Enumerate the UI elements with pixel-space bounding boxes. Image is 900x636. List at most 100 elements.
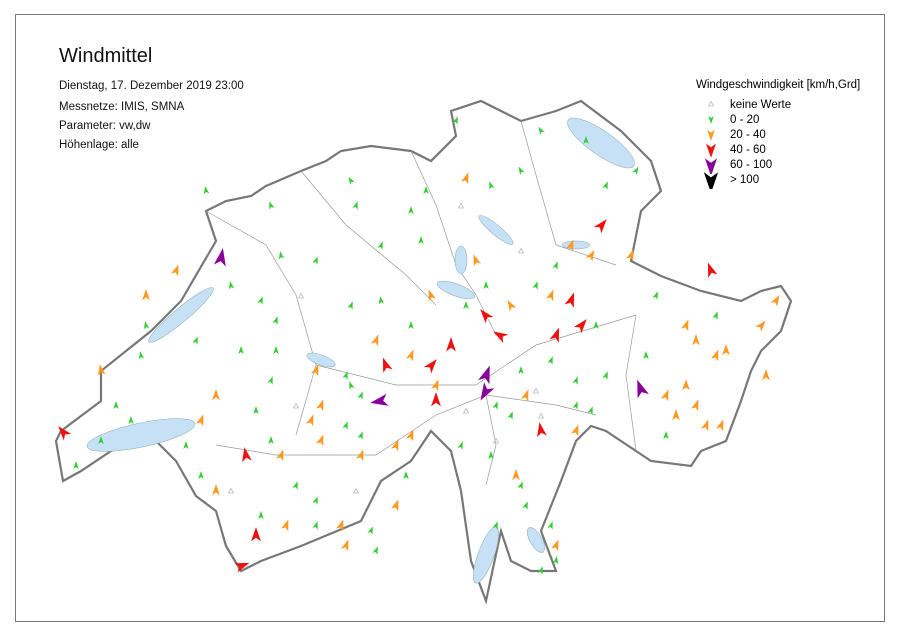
wind-arrow [128, 416, 134, 424]
wind-arrow [315, 434, 324, 447]
wind-arrow [251, 527, 261, 542]
lake [148, 287, 214, 343]
wind-arrow [473, 254, 482, 267]
wind-arrow [518, 166, 525, 175]
wind-arrow [238, 346, 244, 354]
no-data-marker [352, 487, 360, 494]
wind-arrow [460, 172, 469, 185]
wind-arrow [602, 181, 608, 190]
wind-arrow [446, 337, 456, 352]
no-data-marker [532, 387, 540, 394]
date-text: Dienstag, 17. Dezember 2019 23:00 [59, 80, 244, 92]
wind-arrow [423, 359, 437, 374]
wind-arrow [722, 344, 730, 356]
wind-arrow [349, 381, 355, 390]
wind-arrow [195, 414, 204, 427]
wind-arrow-icon [696, 156, 726, 174]
legend-item: 0 - 20 [696, 112, 860, 127]
country-border [54, 99, 793, 605]
canton-border [520, 120, 617, 266]
lake [527, 527, 545, 553]
wind-arrow [342, 371, 348, 380]
wind-arrow [280, 519, 289, 532]
wind-arrow [234, 562, 250, 573]
wind-arrow [355, 449, 364, 462]
wind-arrow [672, 409, 680, 421]
wind-arrow [423, 186, 429, 194]
canton-border [625, 314, 637, 452]
legend: Windgeschwindigkeit [km/h,Grd] keine Wer… [696, 79, 860, 189]
wind-arrow [512, 469, 520, 481]
lake [436, 280, 476, 300]
wind-arrow [275, 449, 284, 462]
wind-arrow [532, 281, 538, 290]
wind-arrow [212, 484, 220, 496]
no-data-marker [517, 247, 525, 254]
wind-arrow [382, 357, 393, 373]
wind-arrow [507, 411, 513, 420]
wind-arrow [625, 249, 634, 262]
wind-arrow [538, 126, 545, 135]
wind-arrow [269, 201, 275, 210]
wind-arrow [552, 556, 559, 565]
wind-arrow [700, 419, 709, 432]
wind-arrow [478, 365, 490, 385]
legend-item: 60 - 100 [696, 156, 860, 174]
wind-arrow [213, 248, 226, 267]
wind-arrow [564, 292, 575, 308]
wind-arrow [340, 539, 349, 552]
wind-arrow [452, 116, 458, 125]
wind-arrow [228, 281, 235, 290]
legend-label: keine Werte [730, 98, 792, 111]
canton-border [205, 210, 317, 436]
wind-arrow [572, 401, 578, 410]
wind-arrow [707, 262, 718, 278]
wind-arrow [312, 496, 318, 505]
wind-arrow [663, 431, 669, 439]
wind-arrow [352, 201, 358, 210]
legend-item: 40 - 60 [696, 142, 860, 157]
wind-arrow [370, 393, 389, 406]
lake [306, 352, 336, 368]
legend-item: keine Werte [696, 97, 860, 112]
wind-arrow-icon [696, 171, 726, 189]
wind-arrow [573, 319, 587, 334]
lake [454, 245, 468, 275]
wind-arrow [203, 186, 210, 195]
wind-arrow [273, 346, 279, 354]
wind-arrow [212, 389, 220, 401]
canton-border [315, 314, 637, 386]
page-title: Windmittel [59, 45, 153, 67]
wind-arrow [660, 389, 669, 402]
legend-item: 20 - 40 [696, 127, 860, 142]
wind-arrow [492, 401, 498, 410]
canton-border [485, 394, 497, 486]
wind-arrow [712, 311, 718, 320]
wind-arrow [357, 431, 363, 440]
wind-arrow [520, 389, 529, 402]
wind-arrow [267, 376, 273, 385]
wind-arrow [755, 320, 766, 332]
wind-arrow [58, 426, 72, 441]
wind-arrow-icon [696, 112, 726, 127]
wind-arrow [517, 481, 523, 490]
wind-arrow [492, 521, 498, 530]
networks-text: Messnetze: IMIS, SMNA [59, 101, 185, 113]
wind-arrow [257, 296, 263, 305]
wind-arrow [489, 181, 495, 190]
wind-arrow [593, 321, 599, 329]
no-data-marker [462, 407, 470, 414]
wind-arrow [183, 441, 189, 449]
wind-arrow [278, 251, 285, 260]
wind-arrow [192, 336, 198, 345]
wind-arrow [522, 501, 528, 510]
wind-arrow [637, 379, 649, 399]
wind-arrow [268, 436, 274, 444]
wind-arrow [98, 436, 104, 444]
wind-arrow-icon [696, 142, 726, 157]
wind-arrow [587, 406, 593, 415]
wind-arrow [463, 301, 469, 309]
wind-arrow [547, 356, 553, 365]
wind-arrow [113, 401, 119, 409]
wind-arrow [643, 351, 649, 359]
